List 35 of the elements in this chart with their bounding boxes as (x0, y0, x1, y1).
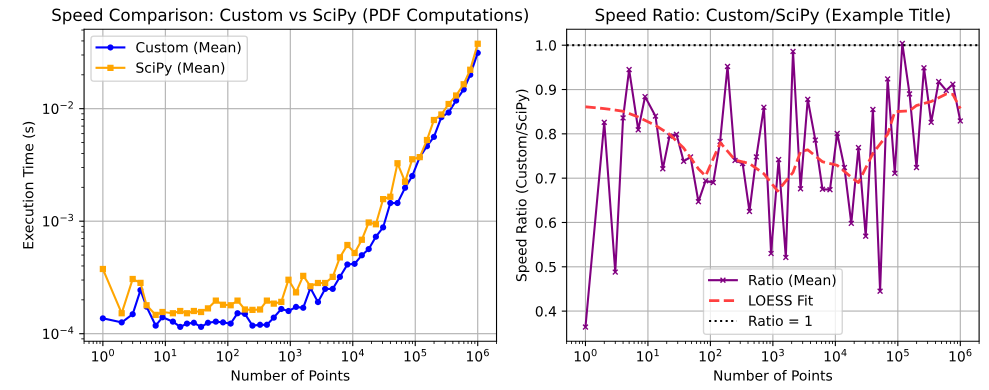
legend-label: Ratio (Mean) (749, 274, 836, 287)
y-tick-label: 0.8 (536, 128, 556, 140)
y-tick-label: 0.4 (536, 306, 556, 317)
x-tick-label: 10$^{6}$ (950, 348, 972, 362)
y-tick-label: 1.0 (536, 40, 556, 51)
x-tick-label: 10$^{6}$ (467, 348, 489, 362)
x-tick-label: 10$^{5}$ (887, 349, 909, 362)
chart-title: Speed Ratio: Custom/SciPy (Example Title) (596, 8, 950, 24)
y-tick-label: 0.6 (536, 217, 556, 228)
y-tick-label: 10$^{−3}$ (43, 214, 74, 227)
x-tick-label: 10$^{4}$ (824, 349, 847, 362)
x-tick-label: 10$^{0}$ (574, 348, 597, 362)
x-tick-label: 10$^{1}$ (637, 349, 659, 362)
chart-title: Speed Comparison: Custom vs SciPy (PDF Computations) (52, 8, 528, 24)
legend-label: SciPy (Mean) (136, 62, 224, 76)
x-tick-label: 10$^{2}$ (700, 348, 722, 362)
y-tick-label: 0.9 (536, 84, 556, 95)
y-tick-label: 0.7 (536, 173, 556, 184)
y-tick-label: 0.5 (536, 262, 556, 272)
x-tick-label: 10$^{1}$ (154, 349, 176, 362)
x-axis-title: Number of Points (232, 370, 350, 381)
x-tick-label: 10$^{4}$ (342, 349, 364, 362)
x-tick-label: 10$^{3}$ (762, 348, 784, 362)
legend-label: Custom (Mean) (136, 42, 241, 54)
x-tick-label: 10$^{3}$ (280, 348, 302, 362)
x-tick-label: 10$^{2}$ (217, 348, 239, 362)
y-tick-label: 10$^{−4}$ (43, 326, 74, 340)
legend-label: LOESS Fit (749, 294, 813, 306)
y-axis-title: Execution Time (s) (22, 122, 36, 248)
y-axis-title: Speed Ratio (Custom/SciPy) (516, 90, 530, 282)
x-axis-title: Number of Points (714, 370, 832, 381)
legend-label: Ratio = 1 (749, 315, 812, 326)
y-tick-label: 10$^{−2}$ (43, 101, 73, 114)
x-tick-label: 10$^{0}$ (92, 348, 114, 362)
x-tick-label: 10$^{5}$ (404, 349, 426, 362)
